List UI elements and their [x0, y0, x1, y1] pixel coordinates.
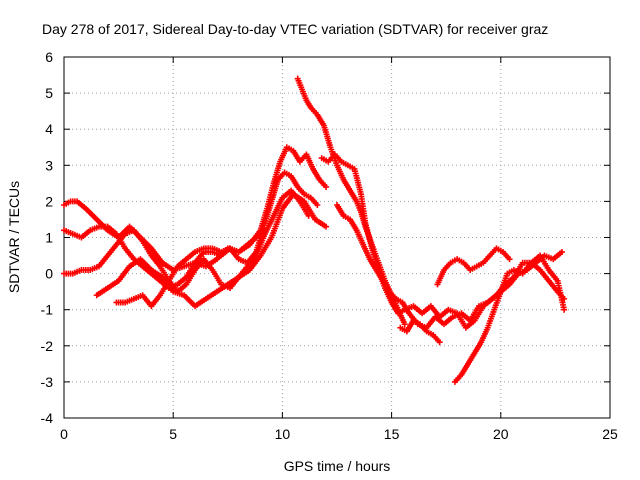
chart-title: Day 278 of 2017, Sidereal Day-to-day VTE…: [42, 21, 548, 37]
data-point: [561, 306, 568, 313]
y-tick-label: -4: [41, 410, 54, 426]
data-marks: [61, 75, 568, 385]
y-tick-label: 1: [45, 230, 53, 246]
data-point: [401, 321, 408, 328]
series-arc-i: [397, 317, 443, 346]
data-point: [323, 183, 330, 190]
data-point: [506, 256, 513, 263]
x-tick-label: 5: [169, 426, 177, 442]
y-tick-label: 0: [45, 266, 53, 282]
y-tick-label: -3: [41, 374, 54, 390]
y-tick-label: 4: [45, 121, 53, 137]
data-point: [314, 202, 321, 209]
data-point: [261, 227, 268, 234]
x-tick-label: 15: [384, 426, 400, 442]
grid: [64, 57, 610, 418]
y-tick-label: -2: [41, 338, 54, 354]
series-arc-k: [451, 252, 568, 385]
data-point: [558, 248, 565, 255]
y-tick-label: 2: [45, 193, 53, 209]
data-point: [436, 339, 443, 346]
axis-ticks: 0 5 10 15 20 25 -4 -3 -2 -1 0 1 2 3 4 5 6: [41, 49, 618, 442]
x-axis-label: GPS time / hours: [284, 458, 391, 474]
x-tick-label: 0: [60, 426, 68, 442]
y-tick-label: 3: [45, 157, 53, 173]
data-point: [323, 223, 330, 230]
y-tick-label: -1: [41, 302, 54, 318]
y-tick-label: 6: [45, 49, 53, 65]
series-arc-j: [434, 245, 513, 288]
series-arc-e: [113, 227, 268, 310]
x-tick-label: 10: [275, 426, 291, 442]
x-tick-label: 20: [493, 426, 509, 442]
y-tick-label: 5: [45, 85, 53, 101]
series-arc-g: [318, 151, 565, 331]
y-axis-label: SDTVAR / TECUs: [6, 181, 22, 293]
series-arc-d: [93, 191, 330, 310]
x-tick-label: 25: [602, 426, 618, 442]
series-arc-h: [334, 202, 568, 331]
series-arc-b: [61, 169, 321, 292]
